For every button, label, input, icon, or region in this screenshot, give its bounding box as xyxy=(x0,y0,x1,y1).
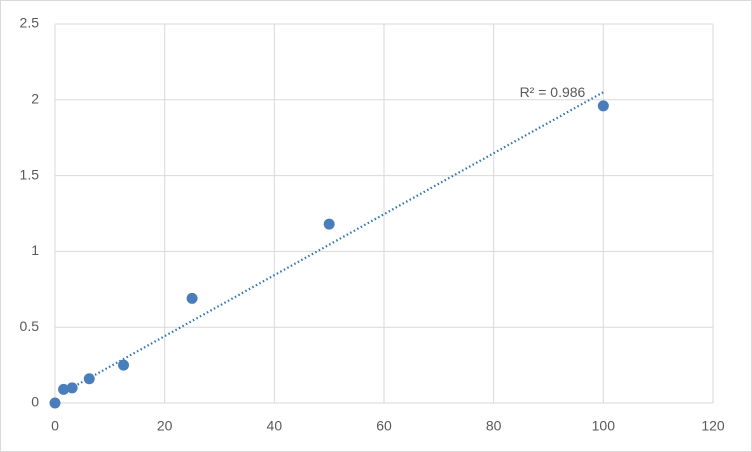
x-tick-label: 100 xyxy=(592,418,616,434)
point xyxy=(597,100,609,112)
x-tick-label: 120 xyxy=(701,418,725,434)
trendline xyxy=(63,91,604,394)
point xyxy=(66,382,78,394)
x-tick-label: 60 xyxy=(376,418,392,434)
x-tick-label: 40 xyxy=(267,418,283,434)
x-tick-label: 80 xyxy=(486,418,502,434)
y-tick-label: 2 xyxy=(31,91,39,107)
point xyxy=(58,383,70,395)
x-tick-label: 20 xyxy=(157,418,173,434)
y-tick-label: 1.5 xyxy=(20,166,40,182)
y-tick-label: 0 xyxy=(31,394,39,410)
y-tick-label: 1 xyxy=(31,242,39,258)
point xyxy=(118,359,130,371)
point xyxy=(323,218,335,230)
x-tick-label: 0 xyxy=(51,418,59,434)
y-tick-label: 0.5 xyxy=(20,318,40,334)
trendline-label: R² = 0.986 xyxy=(520,84,586,100)
point xyxy=(83,373,95,385)
point xyxy=(49,397,61,409)
y-tick-label: 2.5 xyxy=(20,15,40,31)
point xyxy=(186,292,198,304)
